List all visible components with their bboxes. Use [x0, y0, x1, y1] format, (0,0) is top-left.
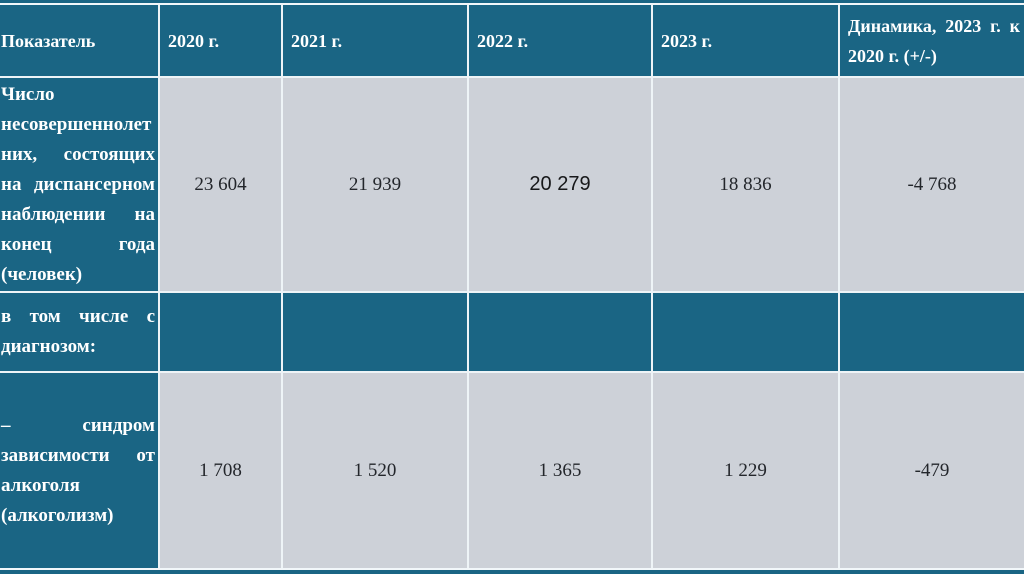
column-header-2020: 2020 г.: [160, 5, 281, 76]
row-label-cell: – синдром зависимости от алкоголя (алког…: [0, 373, 158, 568]
value-cell: [160, 293, 281, 371]
value-cell: 1 365: [469, 373, 651, 568]
value-cell: [653, 293, 838, 371]
column-header-label: Динамика, 2023 г. к 2020 г. (+/-): [848, 15, 1020, 66]
row-label: – синдром зависимости от алкоголя (алког…: [1, 414, 155, 526]
statistics-table: Показатель 2020 г. 2021 г. 2022 г. 2023 …: [0, 3, 1024, 570]
value-cell: 1 708: [160, 373, 281, 568]
column-header-dynamics: Динамика, 2023 г. к 2020 г. (+/-): [840, 5, 1024, 76]
value-cell: -4 768: [840, 78, 1024, 291]
column-header-label: 2022 г.: [477, 30, 529, 51]
value-cell: -479: [840, 373, 1024, 568]
value-cell: [469, 293, 651, 371]
value-cell: 1 229: [653, 373, 838, 568]
column-header-2021: 2021 г.: [283, 5, 467, 76]
column-header-label: 2021 г.: [291, 30, 343, 51]
row-label: Число несовершеннолетних, состоящих на д…: [1, 83, 155, 285]
column-header-label: 2020 г.: [168, 30, 220, 51]
value-cell: 1 520: [283, 373, 467, 568]
value-cell: 23 604: [160, 78, 281, 291]
row-label-cell: Число несовершеннолетних, состоящих на д…: [0, 78, 158, 291]
value-cell: [840, 293, 1024, 371]
column-header-2023: 2023 г.: [653, 5, 838, 76]
value-cell: 18 836: [653, 78, 838, 291]
row-label-cell: в том числе с диагнозом:: [0, 293, 158, 371]
value-cell: 21 939: [283, 78, 467, 291]
value-cell: [283, 293, 467, 371]
column-header-label: Показатель: [1, 30, 96, 51]
row-label: в том числе с диагнозом:: [1, 306, 155, 357]
column-header-label: 2023 г.: [661, 30, 713, 51]
column-header-indicator: Показатель: [0, 5, 158, 76]
column-header-2022: 2022 г.: [469, 5, 651, 76]
value-cell: 20 279: [469, 78, 651, 291]
